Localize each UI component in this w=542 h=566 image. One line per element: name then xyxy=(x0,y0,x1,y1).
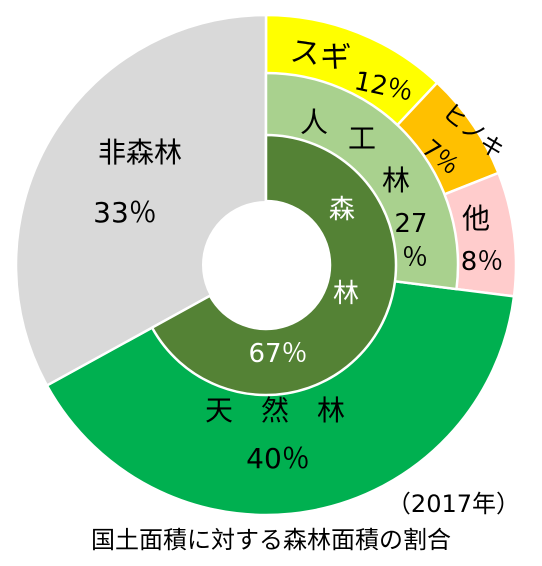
chart-title: 国土面積に対する森林面積の割合 xyxy=(91,526,451,554)
label-forest-pct: 67％ xyxy=(248,339,307,369)
label-natural-forest-pct: 40％ xyxy=(246,442,310,475)
label-non-forest: 非森林 xyxy=(98,136,182,169)
label-non-forest-pct: 33％ xyxy=(93,196,157,229)
label-forest: 森 林 xyxy=(329,195,363,309)
label-planted-forest: 人 工 林 xyxy=(300,106,410,197)
label-planted-forest-pct: 27 ％ xyxy=(394,209,435,273)
label-sugi: スギ xyxy=(288,34,352,77)
outer-slice-4 xyxy=(14,13,268,388)
inner-ring xyxy=(150,133,398,397)
label-other-pct: 8％ xyxy=(461,247,504,277)
label-natural-forest: 天 然 林 xyxy=(205,394,345,427)
label-other: 他 xyxy=(462,202,490,235)
year-label: （2017年） xyxy=(386,490,520,518)
center-hole xyxy=(202,201,330,329)
